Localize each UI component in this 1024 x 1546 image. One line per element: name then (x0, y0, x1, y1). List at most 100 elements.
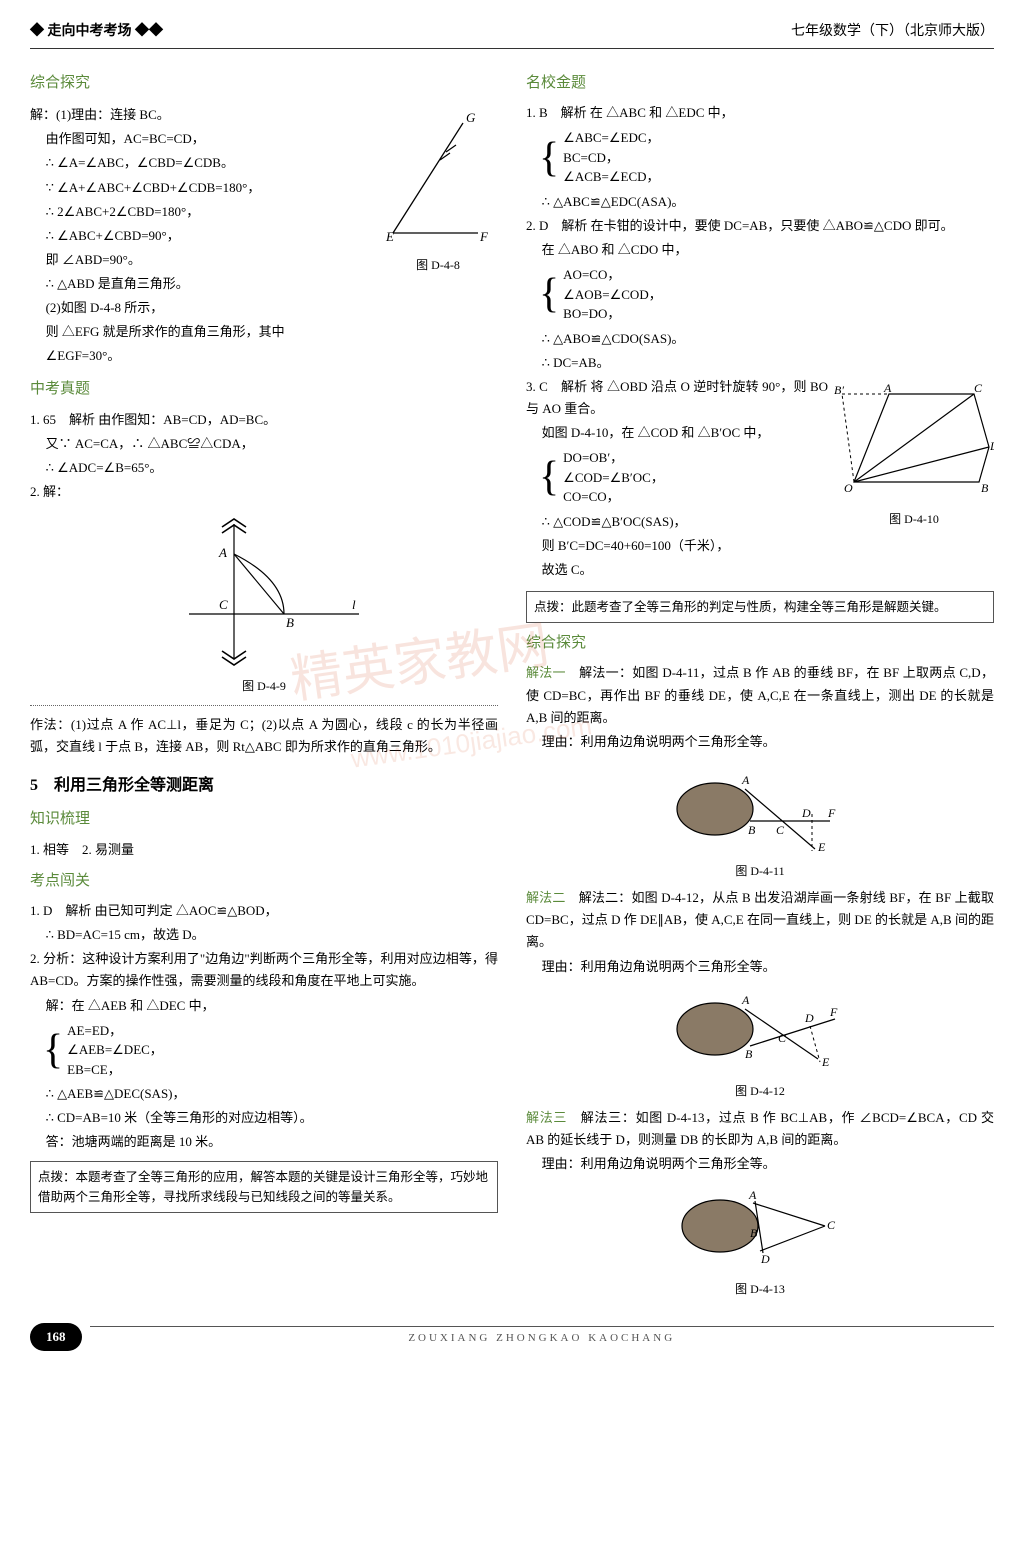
jf1-text: 解法一：如图 D-4-11，过点 B 作 AB 的垂线 BF，在 BF 上取两点… (526, 665, 994, 724)
svg-text:E: E (385, 229, 394, 244)
zonghe-line: ∴ ∠A=∠ABC，∠CBD=∠CDB。 (30, 152, 368, 174)
header-right: 七年级数学（下）（北京师大版） (791, 20, 994, 44)
zhongkao-title: 中考真题 (30, 377, 498, 403)
svg-text:C: C (776, 823, 785, 837)
svg-text:l: l (352, 597, 356, 612)
svg-text:E: E (817, 840, 826, 854)
svg-text:D: D (801, 806, 811, 820)
brace-line: ∠COD=∠B′OC， (563, 468, 664, 488)
kd2-lead: 解：在 △AEB 和 △DEC 中， (30, 995, 498, 1017)
zonghe-line: ∴ 2∠ABC+2∠CBD=180°， (30, 201, 368, 223)
header-left: ◆ 走向中考考场 ◆◆ (30, 20, 163, 44)
fig5-caption: 图 D-4-12 (526, 1081, 994, 1101)
svg-text:A: A (741, 773, 750, 787)
page-header: ◆ 走向中考考场 ◆◆ 七年级数学（下）（北京师大版） (30, 20, 994, 49)
brace-line: ∠ABC=∠EDC， (563, 128, 659, 148)
svg-text:D: D (804, 1011, 814, 1025)
brace-line: ∠ACB=∠ECD， (563, 167, 659, 187)
brace-line: ∠AOB=∠COD， (563, 285, 662, 305)
svg-text:C: C (974, 382, 983, 395)
brace-line: BO=DO， (563, 304, 662, 324)
zonghe-line: ∴ △ABD 是直角三角形。 (30, 273, 368, 295)
footer-pinyin: ZOUXIANG ZHONGKAO KAOCHANG (90, 1326, 995, 1348)
right-column: 名校金题 1. B 解析 在 △ABC 和 △EDC 中， { ∠ABC=∠ED… (526, 63, 994, 1305)
jf2-lead: 解法二 解法二：如图 D-4-12，从点 B 出发沿湖岸画一条射线 BF，在 B… (526, 887, 994, 953)
kd1-line: 1. D 解析 由已知可判定 △AOC≌△BOD， (30, 900, 498, 922)
zk2-label: 2. 解： (30, 481, 498, 503)
zonghe-line: 则 △EFG 就是所求作的直角三角形，其中 (30, 321, 368, 343)
dotted-separator (30, 705, 498, 706)
jf2-reason: 理由：利用角边角说明两个三角形全等。 (526, 956, 994, 978)
brace-line: EB=CE， (67, 1060, 163, 1080)
page-number: 168 (30, 1323, 82, 1351)
left-brace-icon: { (539, 137, 559, 179)
zonghe-title: 综合探究 (30, 71, 498, 97)
svg-text:E: E (821, 1055, 830, 1069)
zonghe-line: ∵ ∠A+∠ABC+∠CBD+∠CDB=180°， (30, 177, 368, 199)
svg-text:B: B (981, 481, 989, 495)
figure-d-4-8: E F G 图 D-4-8 (378, 108, 498, 363)
svg-text:O: O (844, 481, 853, 495)
brace-line: AO=CO， (563, 265, 662, 285)
q1-brace: { ∠ABC=∠EDC， BC=CD， ∠ACB=∠ECD， (539, 128, 994, 187)
zk2-text: 作法：(1)过点 A 作 AC⊥l，垂足为 C；(2)以点 A 为圆心，线段 c… (30, 714, 498, 758)
svg-text:C: C (778, 1031, 787, 1045)
svg-text:B: B (748, 823, 756, 837)
kd2-tail: ∴ △AEB≌△DEC(SAS)， (30, 1083, 498, 1105)
jf1-lead: 解法一 解法一：如图 D-4-11，过点 B 作 AB 的垂线 BF，在 BF … (526, 662, 994, 728)
left-brace-icon: { (539, 273, 559, 315)
zonghe-line: (2)如图 D-4-8 所示， (30, 297, 368, 319)
svg-text:A: A (748, 1188, 757, 1202)
tipbox-left: 点拨：本题考查了全等三角形的应用，解答本题的关键是设计三角形全等，巧妙地借助两个… (30, 1161, 498, 1213)
kd1-line: ∴ BD=AC=15 cm，故选 D。 (30, 924, 498, 946)
brace-line: AE=ED， (67, 1021, 163, 1041)
brace-line: DO=OB′， (563, 448, 664, 468)
jf3-reason: 理由：利用角边角说明两个三角形全等。 (526, 1153, 994, 1175)
left-brace-icon: { (539, 456, 559, 498)
svg-text:B: B (750, 1226, 758, 1240)
left-brace-icon: { (43, 1029, 63, 1071)
q3-tail: 则 B′C=DC=40+60=100（千米）， (526, 535, 994, 557)
zhishi-title: 知识梳理 (30, 807, 498, 833)
kaodian-title: 考点闯关 (30, 869, 498, 895)
q2-brace: { AO=CO， ∠AOB=∠COD， BO=DO， (539, 265, 994, 324)
q3-tail: 故选 C。 (526, 559, 994, 581)
q2-mid: 在 △ABO 和 △CDO 中， (526, 239, 994, 261)
q1-tail: ∴ △ABC≌△EDC(ASA)。 (526, 191, 994, 213)
zonghe-line: ∴ ∠ABC+∠CBD=90°， (30, 225, 368, 247)
svg-text:F: F (479, 229, 489, 244)
figure-d-4-11: A B C D F E 图 D-4-11 (526, 759, 994, 881)
svg-text:D: D (989, 439, 994, 453)
figure-d-4-9: A C B l 图 D-4-9 (30, 509, 498, 696)
svg-text:C: C (827, 1218, 836, 1232)
fig1-caption: 图 D-4-8 (378, 255, 498, 275)
zhishi-items: 1. 相等 2. 易测量 (30, 839, 498, 861)
brace-line: ∠AEB=∠DEC， (67, 1040, 163, 1060)
brace-line: BC=CD， (563, 148, 659, 168)
jf2-text: 解法二：如图 D-4-12，从点 B 出发沿湖岸画一条射线 BF，在 BF 上截… (526, 890, 994, 949)
mingxiao-title: 名校金题 (526, 71, 994, 97)
main-columns: 综合探究 解：(1)理由：连接 BC。 由作图可知，AC=BC=CD， ∴ ∠A… (30, 63, 994, 1305)
svg-text:D: D (760, 1252, 770, 1266)
svg-text:B′: B′ (834, 383, 844, 397)
svg-text:F: F (829, 1005, 838, 1019)
q2-lead: 2. D 解析 在卡钳的设计中，要使 DC=AB，只要使 △ABO≌△CDO 即… (526, 215, 994, 237)
q3-brace: { DO=OB′， ∠COD=∠B′OC， CO=CO， (539, 448, 828, 507)
brace-line: CO=CO， (563, 487, 664, 507)
q2-tail: ∴ △ABO≌△CDO(SAS)。 (526, 328, 994, 350)
jf3-lead: 解法三 解法三：如图 D-4-13，过点 B 作 BC⊥AB，作 ∠BCD=∠B… (526, 1107, 994, 1151)
svg-text:B: B (745, 1047, 753, 1061)
zk1-line: 又∵ AC=CA，∴ △ABC≌△CDA， (30, 433, 498, 455)
section5-title: 5 利用三角形全等测距离 (30, 772, 498, 799)
svg-text:A: A (883, 382, 892, 395)
figure-d-4-10: B′ A C D B O 图 D-4-10 (834, 382, 994, 529)
q1-lead: 1. B 解析 在 △ABC 和 △EDC 中， (526, 102, 994, 124)
zk1-line: ∴ ∠ADC=∠B=65°。 (30, 457, 498, 479)
fig6-caption: 图 D-4-13 (526, 1279, 994, 1299)
svg-text:G: G (466, 110, 476, 125)
zonghe-title-right: 综合探究 (526, 631, 994, 657)
fig3-caption: 图 D-4-10 (834, 509, 994, 529)
tipbox-q3: 点拨：此题考查了全等三角形的判定与性质，构建全等三角形是解题关键。 (526, 591, 994, 623)
kd2-tail: ∴ CD=AB=10 米（全等三角形的对应边相等）。 (30, 1107, 498, 1129)
svg-text:A: A (218, 545, 227, 560)
